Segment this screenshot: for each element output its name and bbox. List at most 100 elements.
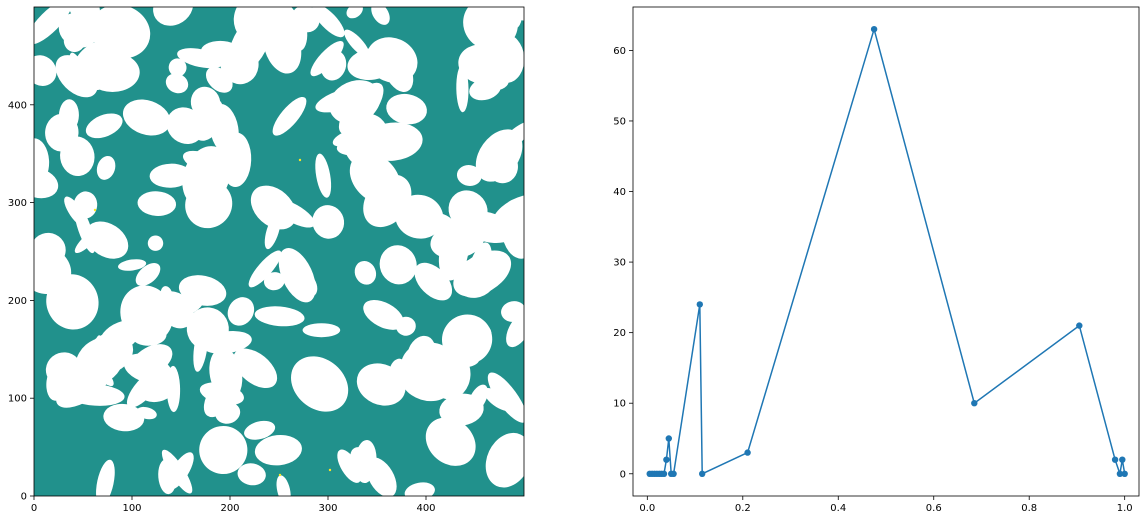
right-y-ticks: 0 10 20 30 40 50 60	[613, 46, 633, 480]
y-tick-label: 10	[613, 399, 626, 410]
x-tick-label: 0.0	[639, 503, 655, 514]
series-line	[649, 26, 1126, 475]
image-blob	[99, 320, 141, 353]
image-blob	[371, 7, 390, 25]
image-blob	[68, 7, 103, 32]
image-blob	[185, 180, 233, 229]
image-blob	[178, 275, 227, 306]
left-y-ticks: 0 100 200 300 400	[8, 100, 34, 503]
x-tick-label: 0.8	[1021, 503, 1037, 514]
x-tick-label: 100	[122, 503, 141, 514]
image-blob	[441, 314, 493, 365]
image-blob	[491, 194, 524, 238]
image-blob	[126, 369, 162, 408]
y-tick-label: 400	[8, 100, 27, 111]
image-blob	[302, 323, 341, 338]
image-blob	[386, 93, 427, 125]
image-blob	[468, 384, 488, 413]
image-blob	[233, 7, 288, 44]
image-blob	[466, 242, 492, 297]
image-blob	[166, 107, 205, 145]
image-blob	[64, 196, 87, 227]
left-x-ticks: 0 100 200 300 400	[31, 496, 436, 514]
image-blob	[312, 7, 345, 38]
right-axes-frame	[632, 6, 1140, 497]
image-blob	[34, 138, 50, 185]
y-tick-label: 0	[21, 492, 27, 503]
image-blob	[487, 372, 524, 423]
x-tick-label: 200	[220, 503, 239, 514]
image-blob	[366, 37, 418, 83]
image-speck	[278, 473, 282, 477]
image-blob	[263, 272, 285, 291]
image-blob	[58, 99, 79, 132]
x-tick-label: 300	[318, 503, 337, 514]
image-blob	[158, 291, 194, 329]
image-blob	[147, 235, 164, 251]
y-tick-label: 50	[613, 116, 626, 127]
image-blob	[343, 113, 390, 168]
line-series	[646, 26, 1128, 477]
image-blob	[425, 417, 476, 466]
image-blob	[122, 99, 171, 136]
image-blob	[177, 48, 225, 69]
image-speck	[328, 468, 332, 472]
image-blob	[363, 299, 404, 330]
image-blob	[85, 221, 129, 259]
image-blob	[220, 42, 259, 85]
image-blob	[237, 463, 266, 486]
image-speck	[93, 208, 97, 212]
image-blob	[338, 82, 384, 135]
image-blob	[96, 459, 115, 496]
image-blob	[63, 28, 86, 53]
y-tick-label: 30	[613, 258, 626, 269]
image-blob	[56, 368, 110, 408]
image-blob	[85, 113, 123, 139]
image-blob	[233, 348, 278, 389]
data-point	[1121, 470, 1128, 477]
image-blob	[291, 356, 349, 412]
image-blob	[272, 96, 307, 136]
y-tick-label: 40	[613, 187, 626, 198]
image-blobs	[34, 7, 524, 496]
image-blob	[91, 363, 114, 387]
image-blob	[312, 205, 345, 239]
y-tick-label: 20	[613, 328, 626, 339]
data-point	[744, 449, 751, 456]
data-point	[971, 400, 978, 407]
image-blob	[122, 301, 146, 320]
data-point	[665, 435, 672, 442]
x-tick-label: 400	[416, 503, 435, 514]
image-blob	[85, 52, 140, 92]
image-blob	[137, 191, 177, 216]
y-tick-label: 0	[620, 469, 626, 480]
x-tick-label: 1.0	[1117, 503, 1133, 514]
image-blob	[209, 104, 239, 155]
image-blob	[158, 459, 177, 495]
image-blob	[456, 209, 473, 225]
image-blob	[400, 342, 461, 396]
x-tick-label: 0.2	[735, 503, 751, 514]
right-x-ticks: 0.0 0.2 0.4 0.6 0.8 1.0	[639, 496, 1133, 514]
image-blob	[190, 86, 221, 120]
image-blob	[254, 434, 302, 466]
image-blob	[404, 482, 435, 496]
image-blob	[168, 58, 187, 77]
image-blob	[199, 425, 248, 475]
image-blob	[354, 260, 377, 285]
image-blob	[46, 363, 68, 401]
image-blob	[389, 358, 407, 382]
image-blob	[165, 73, 189, 94]
image-blob	[248, 250, 282, 288]
image-blob	[149, 163, 192, 188]
data-point	[870, 26, 878, 33]
image-blob	[485, 432, 524, 488]
image-blob	[203, 373, 240, 418]
data-point	[660, 470, 668, 477]
image-blob	[498, 120, 524, 152]
image-blob	[310, 40, 344, 77]
image-blob	[103, 403, 145, 432]
x-tick-label: 0	[31, 503, 37, 514]
image-blob	[278, 248, 316, 303]
x-tick-label: 0.6	[926, 503, 942, 514]
